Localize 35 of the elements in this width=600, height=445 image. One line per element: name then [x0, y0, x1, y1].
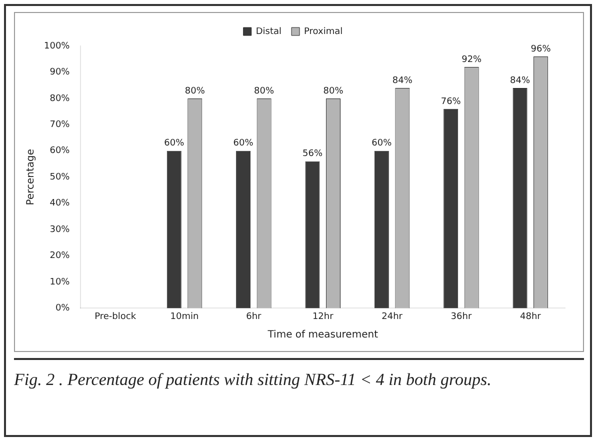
data-label: 60% — [372, 138, 392, 149]
y-tick-label: 50% — [50, 172, 70, 182]
data-label: 92% — [462, 54, 482, 65]
data-label: 84% — [392, 76, 413, 86]
y-tick-label: 30% — [50, 224, 70, 235]
data-label: 60% — [164, 138, 185, 149]
x-tick-label: 48hr — [520, 312, 542, 322]
data-label: 84% — [510, 76, 530, 86]
y-tick-label: 70% — [50, 120, 70, 130]
caption: Fig. 2 . Percentage of patients with sitting NRS-11 < 4 in both groups. — [14, 358, 584, 392]
data-label: 80% — [254, 86, 275, 96]
y-tick-label: 60% — [50, 146, 70, 156]
data-label: 76% — [440, 96, 462, 107]
x-tick-label: 24hr — [382, 312, 403, 322]
y-tick-label: 80% — [50, 94, 70, 104]
y-tick-label: 0% — [55, 304, 70, 314]
x-tick-label: 10min — [170, 312, 199, 322]
x-tick-label: 12hr — [312, 312, 334, 322]
y-tick-label: 20% — [50, 251, 70, 262]
x-tick-label: 6hr — [246, 312, 262, 322]
data-label: 60% — [233, 138, 254, 149]
x-tick-label: 36hr — [450, 312, 472, 322]
legend-label: Distal — [256, 26, 282, 37]
y-tick-label: 90% — [50, 68, 70, 78]
y-axis-title: Percentage — [26, 148, 37, 206]
y-tick-label: 40% — [50, 198, 70, 209]
data-label: 80% — [184, 86, 206, 96]
data-label: 80% — [323, 86, 344, 96]
x-axis-title: Time of measurement — [266, 330, 378, 341]
y-tick-label: 100% — [44, 41, 70, 52]
data-label: 96% — [530, 44, 552, 54]
y-tick-label: 10% — [50, 277, 70, 288]
data-label: 56% — [302, 149, 323, 160]
x-tick-label: Pre-block — [94, 312, 137, 322]
legend-label: Proximal — [304, 26, 343, 37]
